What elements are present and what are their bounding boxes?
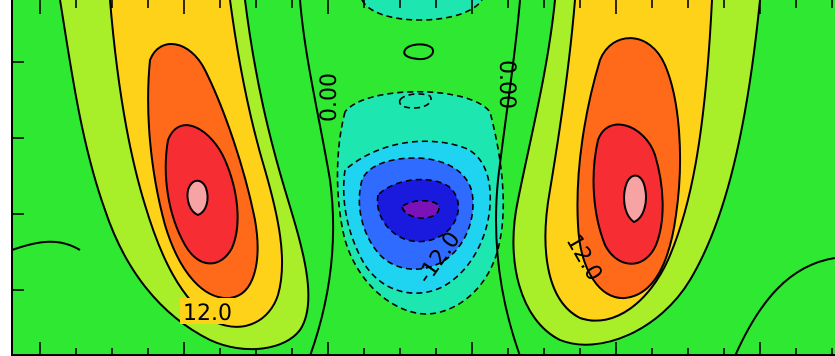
- contour-center-n18: [358, 157, 474, 271]
- contour-right-30: [623, 174, 647, 224]
- contour-left-30: [186, 179, 209, 217]
- contour-zero-small-blob: [403, 43, 434, 61]
- band-left-30: [187, 180, 208, 215]
- contour-center-n30: [401, 199, 440, 219]
- contour-center-n12: [342, 140, 492, 294]
- label-bg-left: [180, 298, 242, 324]
- band-right-30: [624, 175, 646, 222]
- contour-zero-bottom-left: [11, 240, 81, 251]
- band-top-n6: [362, 0, 482, 20]
- band-center-n30: [402, 200, 439, 219]
- contour-left-24: [164, 124, 239, 265]
- contour-zero-left: [299, 0, 335, 356]
- contour-label-zero-right: 0.00: [494, 60, 519, 109]
- contour-right-24: [592, 123, 664, 265]
- contour-top-n6: [361, 0, 483, 21]
- contour-zero-bottom-right: [734, 257, 835, 356]
- contour-label-left: 12.0: [183, 301, 232, 326]
- contour-left-6: [59, 0, 310, 351]
- contour-left-12: [109, 0, 284, 328]
- contour-right-6: [512, 0, 761, 346]
- contour-right-18: [576, 37, 682, 300]
- contour-left-18: [147, 43, 259, 300]
- contour-zero-right: [495, 0, 521, 356]
- contour-label-zero-left: 0.00: [317, 73, 342, 122]
- contour-small-n6: [398, 93, 432, 109]
- contour-right-12: [544, 0, 713, 322]
